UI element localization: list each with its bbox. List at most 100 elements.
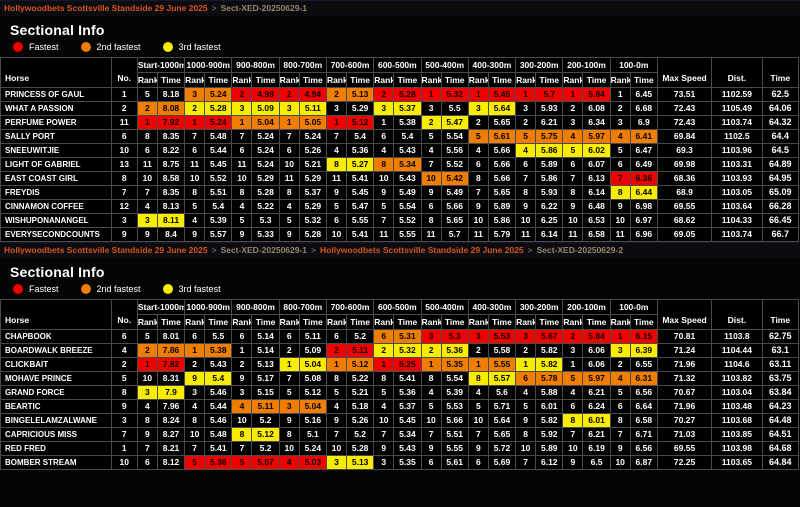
distance-value: 1103.8 (711, 329, 763, 344)
time-cell: 5.82 (535, 357, 564, 372)
time-cell: 6.36 (629, 171, 658, 186)
time-cell: 5.2 (251, 413, 280, 428)
number-column-header: No. (110, 57, 138, 88)
rank-cell: 8 (609, 185, 631, 200)
rank-cell: 3 (373, 455, 395, 470)
total-time-value: 64.84 (761, 455, 800, 470)
section-column-header: Start-1000m (136, 299, 186, 315)
time-cell: 8.21 (156, 441, 186, 456)
time-cell: 5.61 (487, 129, 517, 144)
time-cell: 5.22 (346, 371, 375, 386)
distance-value: 1102.59 (711, 87, 763, 102)
breadcrumb-code-link[interactable]: Sect-XED-20250629-1 (220, 3, 308, 13)
time-cell: 6.56 (629, 385, 658, 400)
horse-name: EAST COAST GIRL (0, 171, 112, 186)
rank-cell: 7 (562, 427, 584, 442)
max-speed-value: 71.96 (656, 357, 713, 372)
rank-cell: 3 (467, 101, 489, 116)
max-speed-value: 69.3 (656, 143, 713, 158)
rank-cell: 4 (278, 455, 300, 470)
rank-cell: 9 (231, 371, 253, 386)
rank-cell: 5 (420, 399, 442, 414)
number-column-header: No. (110, 299, 138, 330)
total-time-value: 63.75 (761, 371, 800, 386)
breadcrumb-code-link[interactable]: Sect-XED-20250629-1 (220, 245, 308, 255)
rank-cell: 7 (420, 427, 442, 442)
rank-cell: 2 (467, 343, 489, 358)
time-cell: 5.11 (298, 101, 327, 116)
rank-cell: 8 (184, 413, 206, 428)
horse-name: SALLY PORT (0, 129, 112, 144)
rank-subheader: Rank (231, 72, 253, 88)
time-cell: 5.12 (346, 115, 375, 130)
rank-cell: 5 (373, 385, 395, 400)
time-cell: 5.37 (393, 101, 422, 116)
legend-label: 3rd fastest (178, 42, 221, 52)
total-time-value: 63.11 (761, 357, 800, 372)
time-cell: 5.93 (535, 101, 564, 116)
breadcrumb-event-link[interactable]: Hollywoodbets Scottsville Standside 29 J… (4, 3, 208, 13)
rank-cell: 8 (325, 157, 348, 172)
horse-row: GRAND FORCE 8 3 7.9 3 5.46 3 5.15 5 5.12 5 5.21 5 5.3… (0, 385, 800, 400)
breadcrumb-event-link[interactable]: Hollywoodbets Scottsville Standside 29 J… (4, 245, 208, 255)
rank-cell: 4 (609, 129, 631, 144)
time-cell: 5.24 (298, 129, 327, 144)
time-cell: 5.4 (393, 129, 422, 144)
breadcrumb-code-link[interactable]: Sect-XED-20250629-2 (536, 245, 624, 255)
time-cell: 5.41 (393, 371, 422, 386)
time-cell: 5.82 (535, 343, 564, 358)
distance-value: 1103.65 (711, 455, 763, 470)
time-cell: 5.97 (582, 129, 611, 144)
rank-cell: 7 (609, 427, 631, 442)
rank-cell: 9 (325, 185, 348, 200)
rank-cell: 10 (231, 413, 253, 428)
rank-cell: 2 (373, 87, 395, 102)
distance-value: 1103.48 (711, 399, 763, 414)
rank-cell: 10 (184, 171, 206, 186)
time-cell: 6.06 (582, 343, 611, 358)
time-cell: 5.57 (204, 227, 233, 242)
breadcrumb-event-link[interactable]: Hollywoodbets Scottsville Standside 29 J… (320, 245, 524, 255)
time-cell: 5.39 (440, 385, 469, 400)
time-cell: 5.56 (440, 143, 469, 158)
horse-name: MOHAVE PRINCE (0, 371, 112, 386)
rank-cell: 10 (609, 213, 631, 228)
time-cell: 5.43 (393, 171, 422, 186)
distance-value: 1105.49 (711, 101, 763, 116)
rank-cell: 9 (420, 441, 442, 456)
rank-cell: 11 (515, 227, 537, 242)
rank-cell: 9 (231, 227, 253, 242)
rank-cell: 1 (467, 87, 489, 102)
time-subheader: Time (440, 314, 469, 330)
rank-cell: 9 (184, 371, 206, 386)
distance-value: 1103.64 (711, 199, 763, 214)
time-cell: 7.96 (156, 399, 186, 414)
rank-cell: 3 (609, 343, 631, 358)
time-cell: 5.34 (393, 427, 422, 442)
time-cell: 5.21 (298, 157, 327, 172)
max-speed-value: 72.43 (656, 101, 713, 116)
rank-cell: 5 (562, 371, 584, 386)
rank-cell: 6 (278, 329, 300, 344)
time-cell: 5.17 (251, 371, 280, 386)
horse-row: EAST COAST GIRL 8 10 8.58 10 5.52 10 5.29 11 5.29… (0, 171, 800, 186)
time-cell: 5.44 (204, 399, 233, 414)
time-cell: 5.21 (346, 385, 375, 400)
rank-subheader: Rank (184, 72, 206, 88)
rank-cell: 3 (231, 101, 253, 116)
time-cell: 5.55 (393, 227, 422, 242)
time-cell: 5.64 (487, 101, 517, 116)
rank-cell: 9 (467, 199, 489, 214)
total-time-value: 64.68 (761, 441, 800, 456)
rank-cell: 3 (184, 385, 206, 400)
rank-cell: 4 (420, 385, 442, 400)
fastest-dot (13, 284, 23, 294)
rank-cell: 6 (467, 455, 489, 470)
time-cell: 5.55 (440, 441, 469, 456)
rank-cell: 2 (420, 115, 442, 130)
section-column-header: 600-500m (373, 57, 422, 73)
total-time-value: 64.48 (761, 413, 800, 428)
rank-subheader: Rank (467, 72, 489, 88)
time-cell: 5.07 (251, 455, 280, 470)
legend-item: Fastest (13, 284, 59, 294)
